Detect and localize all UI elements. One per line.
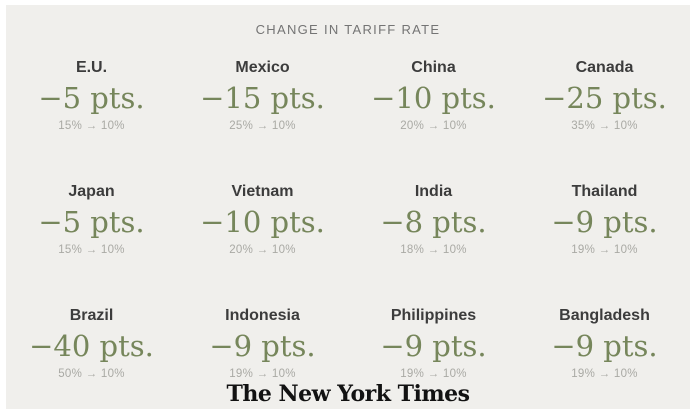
country-cell-japan: Japan −5 pts. 15% → 10% (6, 174, 177, 298)
tariff-range: 19% → 10% (400, 368, 467, 380)
country-cell-vietnam: Vietnam −10 pts. 20% → 10% (177, 174, 348, 298)
tariff-change-value: −10 pts. (371, 81, 496, 115)
chart-card: CHANGE IN TARIFF RATE E.U. −5 pts. 15% →… (6, 5, 690, 409)
country-name: Brazil (69, 307, 114, 324)
country-name: E.U. (75, 59, 108, 76)
tariff-range: 18% → 10% (400, 244, 467, 256)
country-cell-bangladesh: Bangladesh −9 pts. 19% → 10% (519, 298, 690, 418)
country-name: China (411, 59, 456, 76)
country-name: Bangladesh (559, 307, 650, 324)
tariff-range: 25% → 10% (229, 120, 296, 132)
country-cell-eu: E.U. −5 pts. 15% → 10% (6, 50, 177, 174)
country-cell-indonesia: Indonesia −9 pts. 19% → 10% (177, 298, 348, 418)
country-cell-thailand: Thailand −9 pts. 19% → 10% (519, 174, 690, 298)
country-name: Japan (68, 183, 115, 200)
tariff-range: 19% → 10% (571, 244, 638, 256)
country-cell-india: India −8 pts. 18% → 10% (348, 174, 519, 298)
country-cell-china: China −10 pts. 20% → 10% (348, 50, 519, 174)
tariff-change-value: −40 pts. (29, 329, 154, 363)
tariff-change-value: −25 pts. (542, 81, 667, 115)
country-grid: E.U. −5 pts. 15% → 10% Mexico −15 pts. 2… (6, 50, 690, 418)
tariff-range: 20% → 10% (400, 120, 467, 132)
tariff-change-value: −5 pts. (38, 81, 145, 115)
tariff-range: 15% → 10% (58, 120, 125, 132)
tariff-change-value: −15 pts. (200, 81, 325, 115)
tariff-range: 20% → 10% (229, 244, 296, 256)
tariff-range: 19% → 10% (229, 368, 296, 380)
chart-title: CHANGE IN TARIFF RATE (255, 22, 441, 37)
tariff-change-value: −5 pts. (38, 205, 145, 239)
country-cell-philippines: Philippines −9 pts. 19% → 10% (348, 298, 519, 418)
tariff-change-value: −9 pts. (551, 205, 658, 239)
tariff-change-value: −9 pts. (380, 329, 487, 363)
tariff-range: 35% → 10% (571, 120, 638, 132)
tariff-change-value: −10 pts. (200, 205, 325, 239)
country-cell-canada: Canada −25 pts. 35% → 10% (519, 50, 690, 174)
country-name: Thailand (571, 183, 638, 200)
tariff-range: 19% → 10% (571, 368, 638, 380)
country-name: Vietnam (231, 183, 294, 200)
tariff-change-value: −8 pts. (380, 205, 487, 239)
tariff-change-value: −9 pts. (551, 329, 658, 363)
tariff-change-value: −9 pts. (209, 329, 316, 363)
tariff-range: 15% → 10% (58, 244, 125, 256)
tariff-range: 50% → 10% (58, 368, 125, 380)
country-name: India (414, 183, 453, 200)
country-name: Indonesia (225, 307, 300, 324)
country-name: Philippines (390, 307, 477, 324)
country-cell-mexico: Mexico −15 pts. 25% → 10% (177, 50, 348, 174)
country-cell-brazil: Brazil −40 pts. 50% → 10% (6, 298, 177, 418)
country-name: Mexico (235, 59, 290, 76)
country-name: Canada (575, 59, 634, 76)
nyt-logo: The New York Times (226, 381, 470, 407)
